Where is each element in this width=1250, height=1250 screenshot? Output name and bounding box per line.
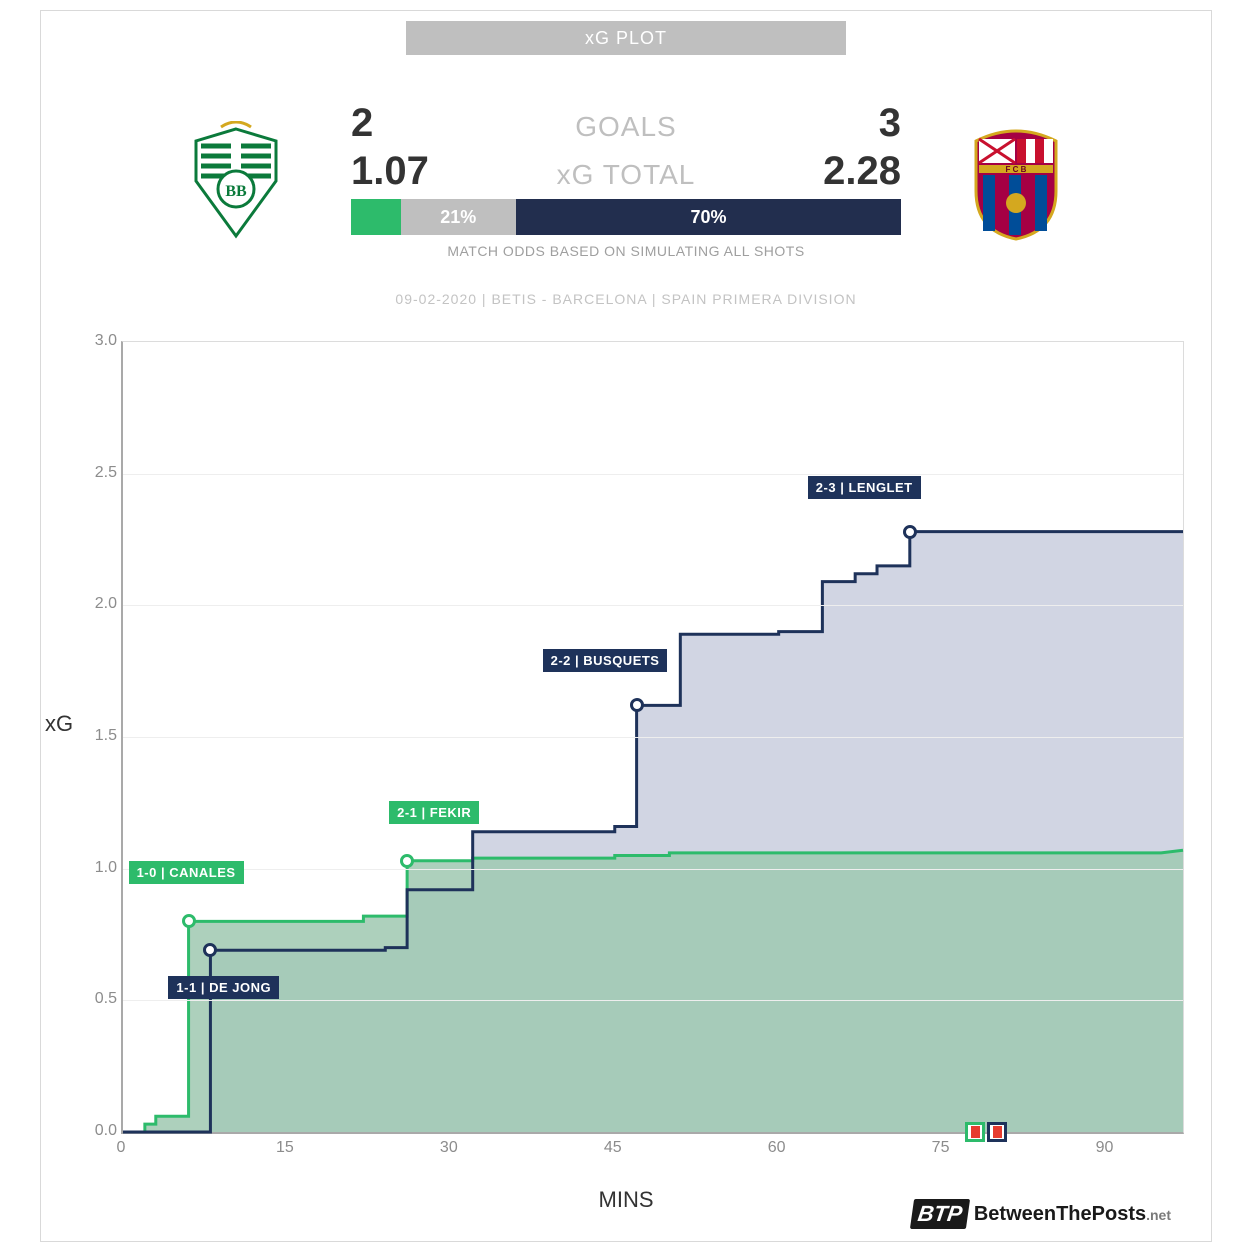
red-card-marker [965, 1122, 985, 1142]
x-tick: 15 [265, 1139, 305, 1157]
scoreline: 2 GOALS 3 1.07 xG TOTAL 2.28 [351, 99, 901, 195]
goal-marker [182, 914, 196, 928]
xg-step-chart: 1-0 | CANALES 1-1 | DE JONG 2-1 | FEKIR 2-2… [121, 341, 1184, 1134]
match-odds-bar: 21%70% [351, 199, 901, 235]
branding-logo: BTP BetweenThePosts.net [912, 1199, 1171, 1229]
brand-badge: BTP [910, 1199, 970, 1229]
home-goals: 2 [351, 99, 373, 147]
x-tick: 0 [101, 1139, 141, 1157]
goal-marker [903, 525, 917, 539]
svg-text:F C B: F C B [1006, 165, 1027, 174]
away-goals: 3 [879, 99, 901, 147]
home-xg: 1.07 [351, 147, 429, 195]
y-tick: 2.0 [67, 595, 117, 613]
goal-label: 2-1 | FEKIR [389, 801, 479, 824]
goal-label: 2-2 | BUSQUETS [543, 649, 668, 672]
goal-label: 1-0 | CANALES [129, 861, 244, 884]
x-tick: 30 [429, 1139, 469, 1157]
goal-marker [400, 854, 414, 868]
goal-label: 1-1 | DE JONG [168, 976, 279, 999]
odds-segment: 70% [516, 199, 901, 235]
y-tick: 0.0 [67, 1122, 117, 1140]
brand-suffix: .net [1146, 1207, 1171, 1223]
goal-label: 2-3 | LENGLET [808, 476, 921, 499]
away-crest: F C B [961, 121, 1071, 241]
away-xg: 2.28 [823, 147, 901, 195]
x-tick: 60 [757, 1139, 797, 1157]
y-tick: 0.5 [67, 990, 117, 1008]
title-bar: xG PLOT [41, 21, 1211, 55]
y-tick: 2.5 [67, 464, 117, 482]
y-tick: 1.0 [67, 859, 117, 877]
goal-marker [630, 698, 644, 712]
odds-segment [351, 199, 401, 235]
match-header: BB F C B 2 GOALS [41, 91, 1211, 331]
y-tick: 1.5 [67, 727, 117, 745]
goal-marker [203, 943, 217, 957]
chart-frame: xG PLOT BB F C B [40, 10, 1212, 1242]
x-tick: 90 [1085, 1139, 1125, 1157]
goals-label: GOALS [575, 110, 676, 144]
odds-segment: 21% [401, 199, 517, 235]
home-crest: BB [181, 121, 291, 241]
x-tick: 45 [593, 1139, 633, 1157]
match-info: 09-02-2020 | BETIS - BARCELONA | SPAIN P… [41, 291, 1211, 307]
x-tick: 75 [921, 1139, 961, 1157]
chart-title: xG PLOT [406, 21, 846, 55]
svg-text:BB: BB [225, 183, 247, 200]
xg-label: xG TOTAL [557, 158, 696, 192]
brand-name: BetweenThePosts [974, 1203, 1146, 1225]
y-tick: 3.0 [67, 332, 117, 350]
odds-caption: MATCH ODDS BASED ON SIMULATING ALL SHOTS [351, 243, 901, 259]
red-card-marker [987, 1122, 1007, 1142]
